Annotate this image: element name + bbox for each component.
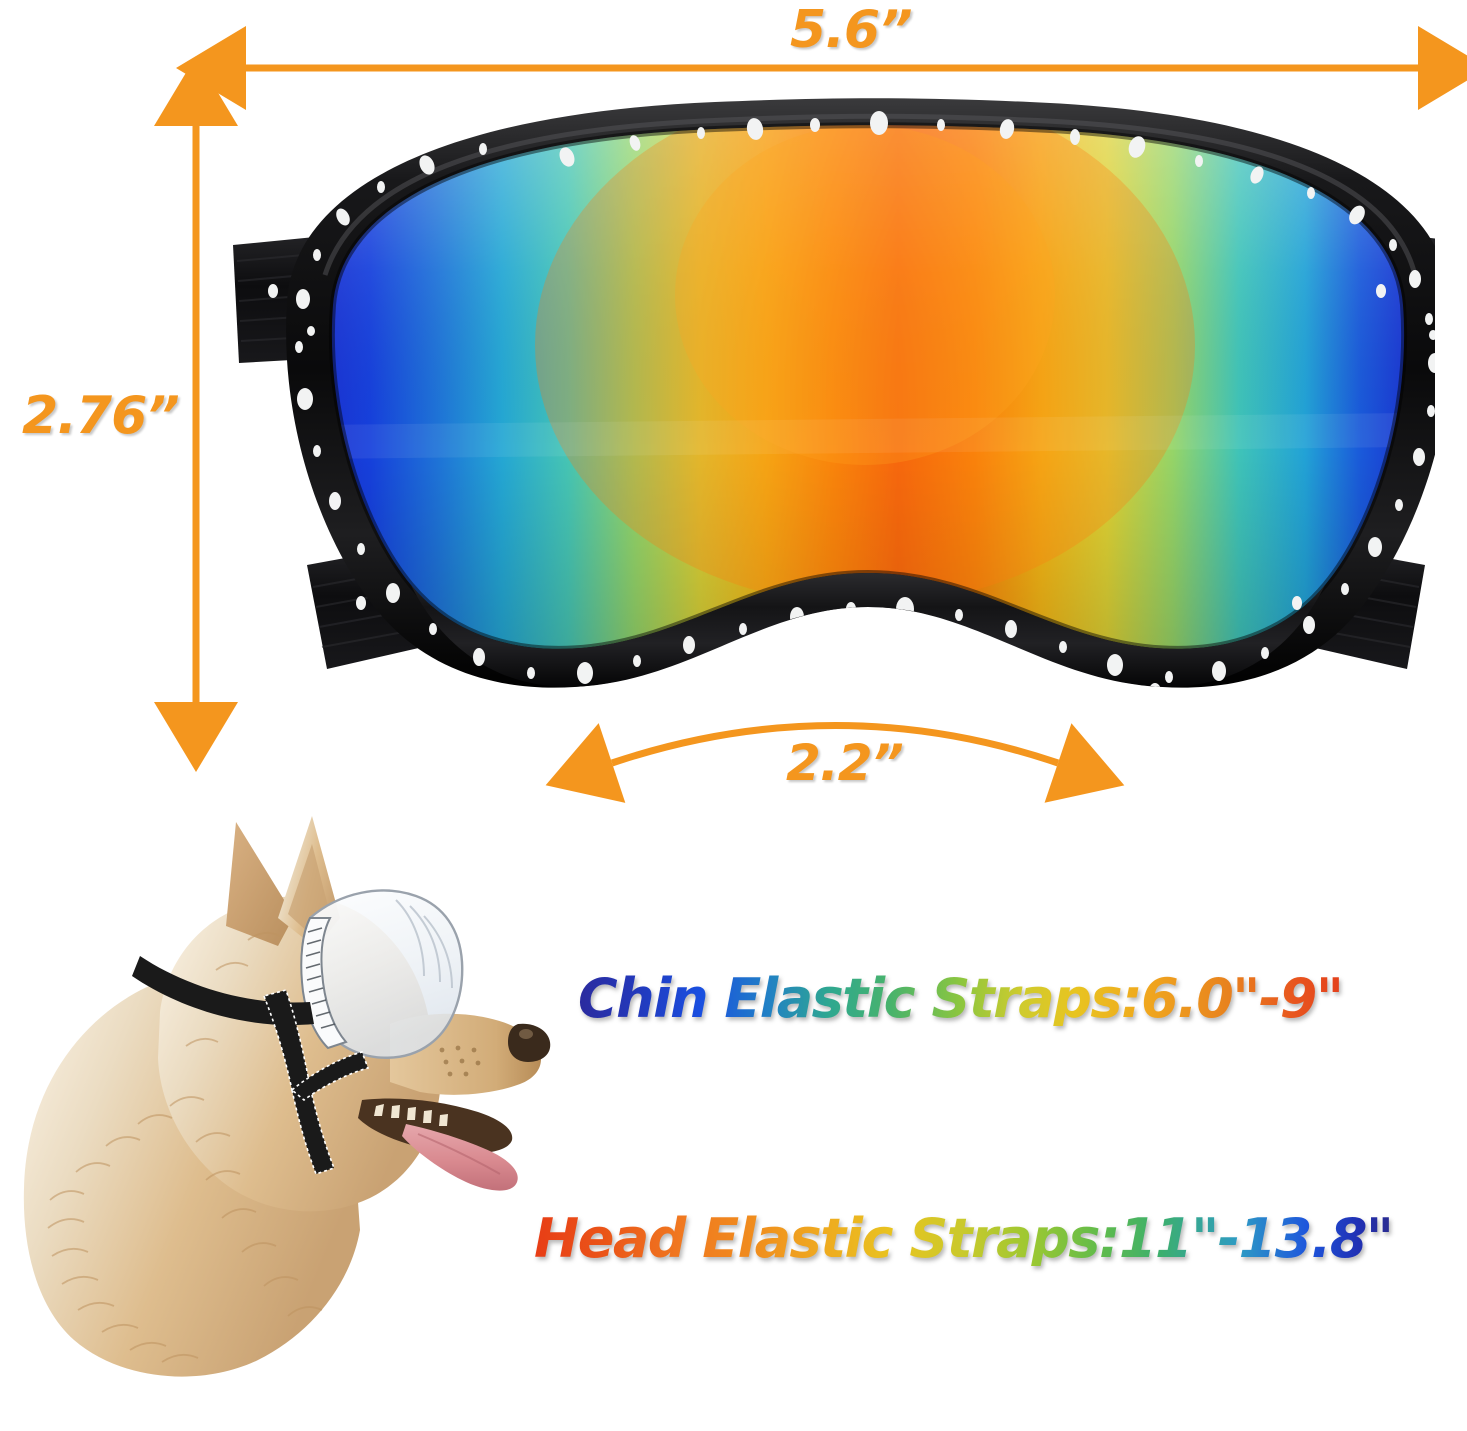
dog-teeth	[374, 1104, 448, 1126]
goggles-product-image	[215, 95, 1467, 735]
dog-goggle-lens-reflections	[395, 899, 453, 989]
dog-goggle-vent-hatching	[305, 927, 336, 1029]
height-dimension-label: 2.76”	[22, 386, 180, 446]
dog-fur-texture	[47, 931, 323, 1363]
dog-nose	[508, 1023, 551, 1062]
dog-whisker-dots	[439, 1045, 481, 1077]
chin-strap-spec-text: Chin Elastic Straps:6.0"-9"	[578, 967, 1344, 1030]
dog-chin-strap-lower	[291, 1085, 336, 1176]
strap-speckles	[268, 284, 1437, 610]
head-strap-spec-text: Head Elastic Straps:11"-13.8"	[534, 1207, 1394, 1270]
lens-inner-rim	[328, 122, 1408, 652]
dog-strap-branch	[290, 1051, 370, 1102]
goggles-svg	[233, 98, 1467, 688]
dog-nose-highlight	[519, 1029, 533, 1039]
dog-svg	[23, 816, 551, 1377]
width-dimension-label: 5.6”	[790, 0, 913, 60]
dog-goggle-frame-side	[300, 917, 348, 1050]
goggle-lens	[331, 125, 1405, 649]
dog-ear-far	[226, 822, 294, 946]
depth-dimension-label: 2.2”	[786, 734, 904, 792]
dog-wearing-goggles-illustration	[10, 800, 570, 1390]
dog-tongue	[402, 1124, 518, 1191]
dog-tongue-crease	[417, 1133, 501, 1175]
